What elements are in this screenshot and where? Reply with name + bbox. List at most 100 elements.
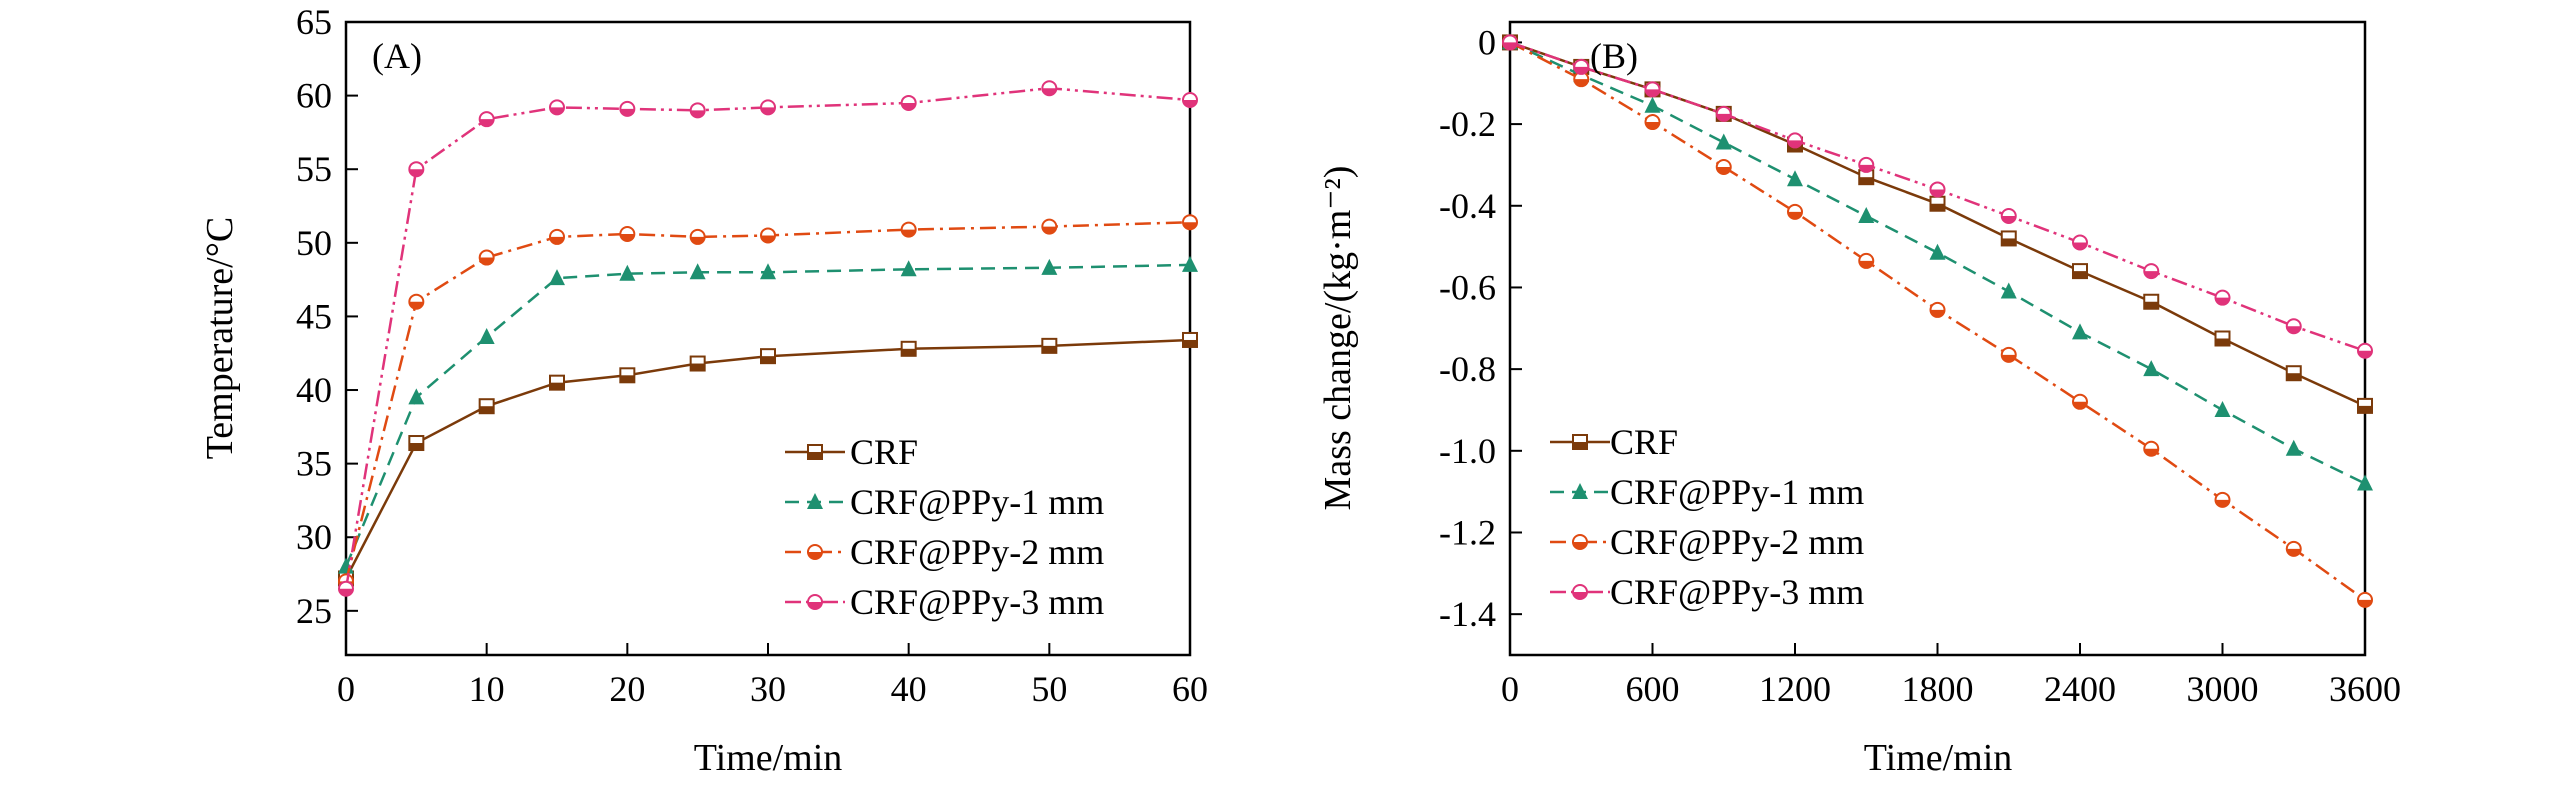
panel-a-point-crf-ppy-2-mm [478,249,495,266]
panel-a-point-crf-ppy-1-mm [1182,255,1198,272]
square-marker-icon [1572,434,1588,450]
panel-a-point-crf-ppy-1-mm [408,388,425,405]
panel-b-point-crf-ppy-3-mm [1502,34,1518,51]
panel-b-point-crf-ppy-2-mm [2000,346,2017,363]
panel-a-axes: 0 10 20 30 40 50 60 25 30 35 40 45 50 55 60 65 [296,2,1208,709]
panel-b-point-crf [2072,263,2088,280]
panel-a-point-crf-ppy-2-mm [619,225,636,242]
panel-a-point-crf-ppy-3-mm [478,111,495,128]
panel-b-point-crf-ppy-1-mm [2072,323,2088,340]
panel-a-x-tick-label: 60 [1172,669,1208,709]
panel-a-point-crf-ppy-1-mm [549,269,565,286]
panel-b-point-crf-ppy-1-mm [2143,360,2160,377]
panel-a-series [338,80,1198,597]
panel-b-point-crf-ppy-1-mm [1644,96,1661,113]
panel-a-y-tick-label: 30 [296,517,332,557]
panel-a-x-tick-label: 40 [891,669,927,709]
panel-b-legend-label-crf-ppy-2-mm: CRF@PPy-2 mm [1610,522,1864,562]
panel-b-y-tick-label: -1.4 [1439,594,1496,634]
panel-b-point-crf-ppy-3-mm [2357,342,2373,359]
panel-a-y-tick-label: 55 [296,149,332,189]
panel-a-point-crf-ppy-1-mm [478,328,495,345]
panel-a-point-crf-ppy-2-mm [689,228,706,245]
panel-a-point-crf-ppy-3-mm [408,161,425,178]
panel-a-point-crf-ppy-1-mm [619,264,636,281]
half-circle-marker-icon [807,594,823,610]
panel-b-series [1502,33,2373,608]
panel-b-point-crf [1929,195,1946,212]
panel-a-point-crf-ppy-3-mm [689,102,706,119]
panel-a-point-crf-ppy-1-mm [689,263,706,280]
panel-a-point-crf [619,367,636,384]
panel-b-x-tick-label: 3000 [2187,669,2259,709]
panel-b-point-crf-ppy-1-mm [2285,439,2302,456]
panel-b-x-tick-label: 2400 [2044,669,2116,709]
panel-b-y-axis-title: Mass change/(kg·m⁻²) [1317,166,1359,511]
panel-b-point-crf-ppy-3-mm [2072,234,2088,251]
panel-a-legend: CRF CRF@PPy-1 mm CRF@PPy-2 mm CRF@PPy-3 mm [785,432,1104,622]
panel-a-point-crf [1182,331,1198,348]
panel-b-point-crf [2000,230,2017,247]
half-circle-marker-icon [807,544,823,560]
triangle-marker-icon [807,493,823,509]
panel-b-point-crf-ppy-2-mm [1715,158,1732,175]
panel-b-point-crf-ppy-1-mm [1787,170,1803,187]
panel-b-point-crf-ppy-3-mm [1644,81,1661,98]
panel-b-tag: (B) [1590,36,1638,76]
panel-b-point-crf-ppy-1-mm [2000,282,2017,299]
panel-a-legend-label-crf-ppy-3-mm: CRF@PPy-3 mm [850,582,1104,622]
panel-a-point-crf-ppy-2-mm [900,221,917,238]
panel-a-y-tick-label: 45 [296,296,332,336]
panel-a-line-crf-ppy-3-mm [344,86,1191,590]
panel-b-y-tick-label: 0 [1478,22,1496,62]
panel-a-tag: (A) [372,36,422,76]
triangle-marker-icon [1572,483,1588,499]
panel-a-y-tick-label: 60 [296,76,332,116]
panel-a-y-tick-label: 25 [296,591,332,631]
panel-a-point-crf-ppy-3-mm [1182,92,1198,109]
panel-a-x-tick-label: 10 [469,669,505,709]
panel-a-point-crf-ppy-1-mm [760,263,776,280]
panel-b-point-crf [2285,365,2302,382]
panel-b-x-tick-label: 1200 [1759,669,1831,709]
panel-b-point-crf-ppy-1-mm [2214,400,2231,417]
panel-a-y-tick-label: 40 [296,370,332,410]
panel-a-point-crf-ppy-1-mm [1041,258,1058,275]
panel-b-point-crf-ppy-2-mm [2285,540,2302,557]
panel-a-y-axis-title: Temperature/°C [199,217,241,460]
panel-b-point-crf-ppy-1-mm [1715,133,1732,150]
panel-b-legend-label-crf: CRF [1610,422,1678,462]
panel-b-axes: 0 600 1200 1800 2400 3000 3600 0 -0.2 -0.4 -0.6 -0.… [1439,22,2401,709]
panel-b-x-axis-title: Time/min [1864,737,2013,779]
panel-a-point-crf [900,340,917,357]
panel-a-legend-item-crf-ppy-2-mm: CRF@PPy-2 mm [785,532,1104,572]
panel-b-point-crf-ppy-3-mm [1929,181,1946,198]
panel-b-point-crf-ppy-2-mm [1644,114,1661,131]
panel-b-y-tick-label: -1.0 [1439,431,1496,471]
panel-a-point-crf-ppy-1-mm [900,260,917,277]
panel-a-point-crf [1041,337,1058,354]
panel-b-legend-item-crf-ppy-1-mm: CRF@PPy-1 mm [1550,472,1864,512]
panel-b-point-crf-ppy-3-mm [1573,58,1590,75]
panel-b-legend-item-crf-ppy-3-mm: CRF@PPy-3 mm [1550,572,1864,612]
panel-b-point-crf-ppy-2-mm [2214,491,2231,508]
panel-a-point-crf-ppy-3-mm [760,99,776,116]
panel-b-point-crf-ppy-2-mm [2072,393,2088,410]
panel-a-legend-item-crf-ppy-1-mm: CRF@PPy-1 mm [785,482,1104,522]
panel-a-legend-label-crf: CRF [850,432,918,472]
panel-b-point-crf [2143,293,2160,310]
panel-a-point-crf-ppy-3-mm [619,100,636,117]
panel-b-y-tick-label: -1.2 [1439,512,1496,552]
panel-b-point-crf-ppy-2-mm [1929,301,1946,318]
panel-a-point-crf-ppy-3-mm [1041,80,1058,97]
panel-a-point-crf-ppy-3-mm [900,94,917,111]
panel-a-point-crf-ppy-2-mm [1182,214,1198,231]
panel-a-point-crf [689,355,706,372]
panel-a-point-crf [549,374,565,391]
panel-a-point-crf-ppy-2-mm [1041,218,1058,235]
panel-b-point-crf-ppy-3-mm [1787,132,1803,149]
panel-b-point-crf-ppy-1-mm [1929,243,1946,260]
panel-b-point-crf-ppy-3-mm [1715,105,1732,122]
